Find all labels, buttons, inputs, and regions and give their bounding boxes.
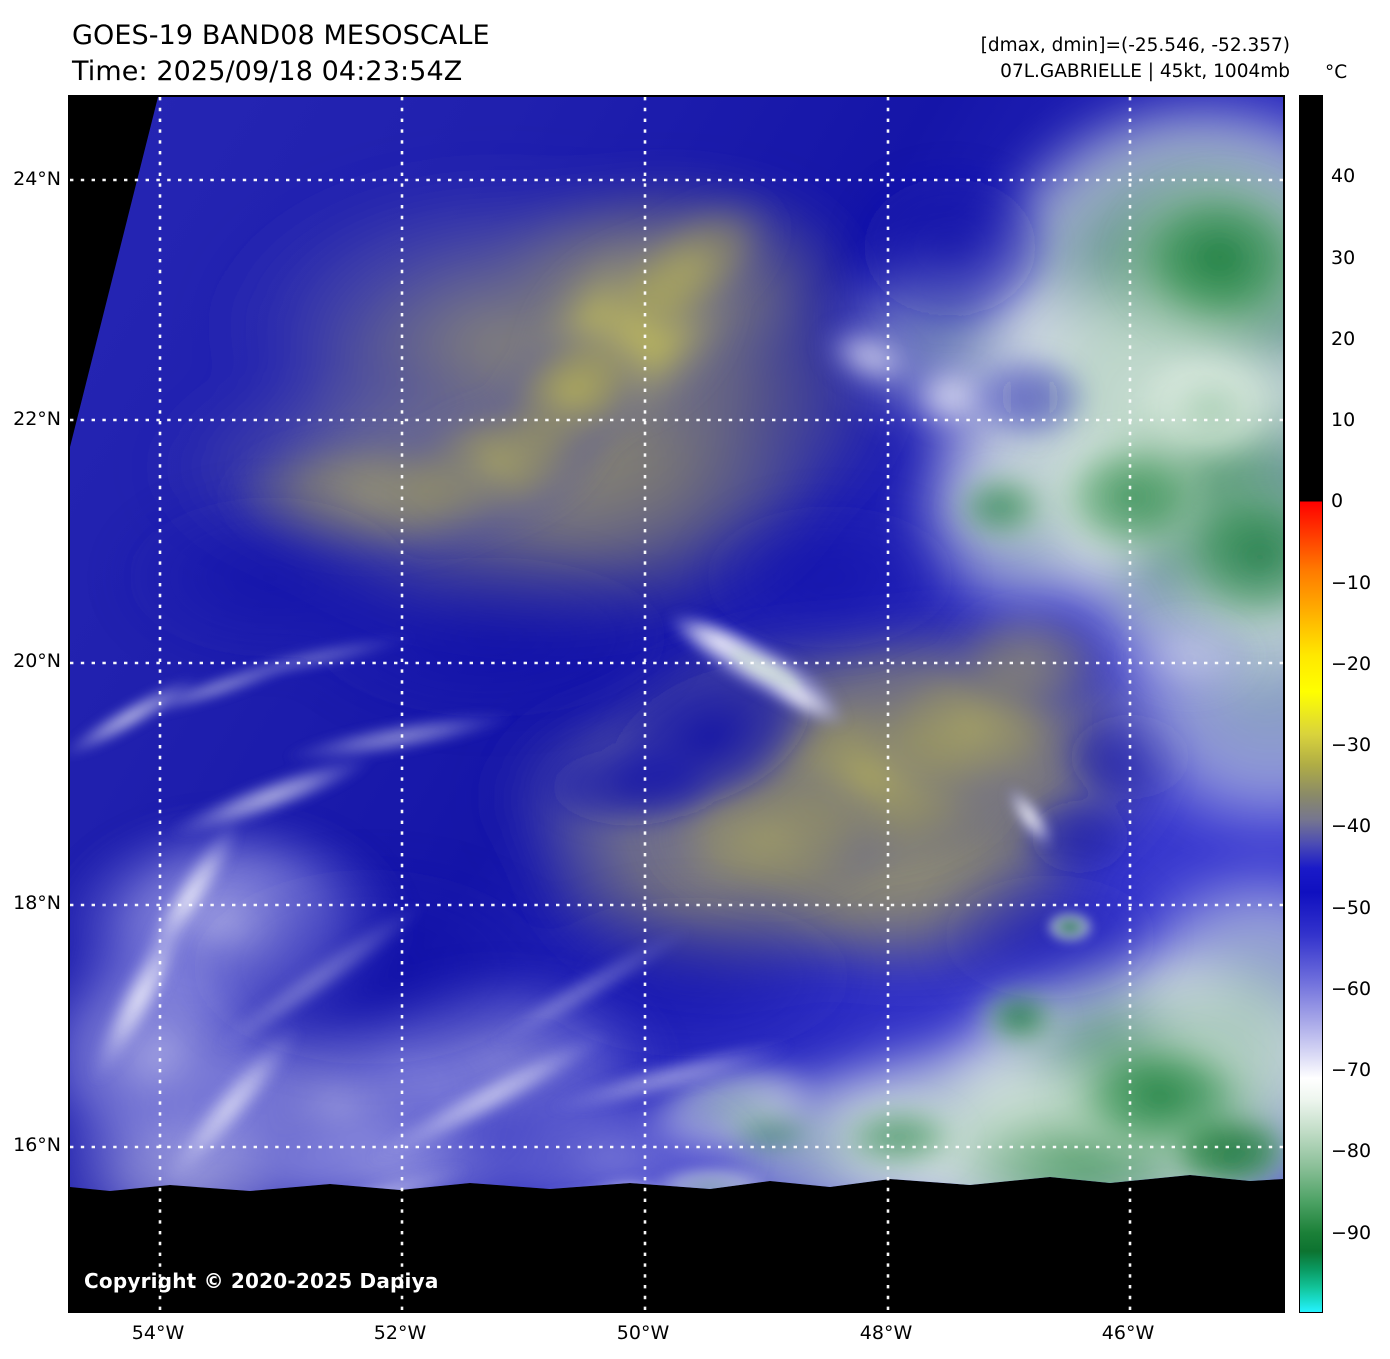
colorbar-unit-label: °C: [1325, 62, 1348, 83]
lat-tick-22n: 22°N: [13, 408, 61, 430]
lat-tick-18n: 18°N: [13, 892, 61, 914]
colorbar-tick-m90: −90: [1331, 1222, 1372, 1244]
satellite-image-plot: Copyright © 2020-2025 Dapiya: [68, 95, 1285, 1313]
data-range-label: [dmax, dmin]=(-25.546, -52.357): [980, 35, 1290, 56]
lat-tick-16n: 16°N: [13, 1134, 61, 1156]
colorbar-tick-m10: −10: [1331, 572, 1372, 594]
colorbar-tick-40: 40: [1331, 165, 1356, 187]
colorbar: [1299, 95, 1323, 1313]
colorbar-tick-m60: −60: [1331, 978, 1372, 1000]
timestamp-label: Time: 2025/09/18 04:23:54Z: [72, 55, 463, 87]
colorbar-tick-0: 0: [1331, 490, 1344, 512]
map-gridlines: [70, 97, 1283, 1311]
colorbar-tick-m70: −70: [1331, 1059, 1372, 1081]
lon-tick-48w: 48°W: [859, 1322, 913, 1344]
copyright-label: Copyright © 2020-2025 Dapiya: [84, 1269, 439, 1293]
colorbar-tick-m30: −30: [1331, 734, 1372, 756]
lon-tick-46w: 46°W: [1101, 1322, 1155, 1344]
lat-tick-20n: 20°N: [13, 650, 61, 672]
colorbar-tick-m20: −20: [1331, 653, 1372, 675]
colorbar-tick-m50: −50: [1331, 897, 1372, 919]
colorbar-gradient: [1300, 96, 1322, 1312]
lon-tick-54w: 54°W: [131, 1322, 185, 1344]
header-right: [dmax, dmin]=(-25.546, -52.357) 07L.GABR…: [981, 33, 1290, 86]
colorbar-tick-30: 30: [1331, 247, 1356, 269]
lon-tick-50w: 50°W: [616, 1322, 670, 1344]
page-title: GOES-19 BAND08 MESOSCALE: [72, 20, 490, 51]
colorbar-tick-m80: −80: [1331, 1140, 1372, 1162]
colorbar-tick-m40: −40: [1331, 815, 1372, 837]
colorbar-tick-20: 20: [1331, 328, 1356, 350]
storm-info-label: 07L.GABRIELLE | 45kt, 1004mb: [1000, 61, 1290, 83]
lon-tick-52w: 52°W: [373, 1322, 427, 1344]
satellite-raster: [70, 97, 1283, 1311]
header-left: GOES-19 BAND08 MESOSCALE Time: 2025/09/1…: [72, 18, 490, 89]
lat-tick-24n: 24°N: [13, 168, 61, 190]
colorbar-tick-10: 10: [1331, 409, 1356, 431]
